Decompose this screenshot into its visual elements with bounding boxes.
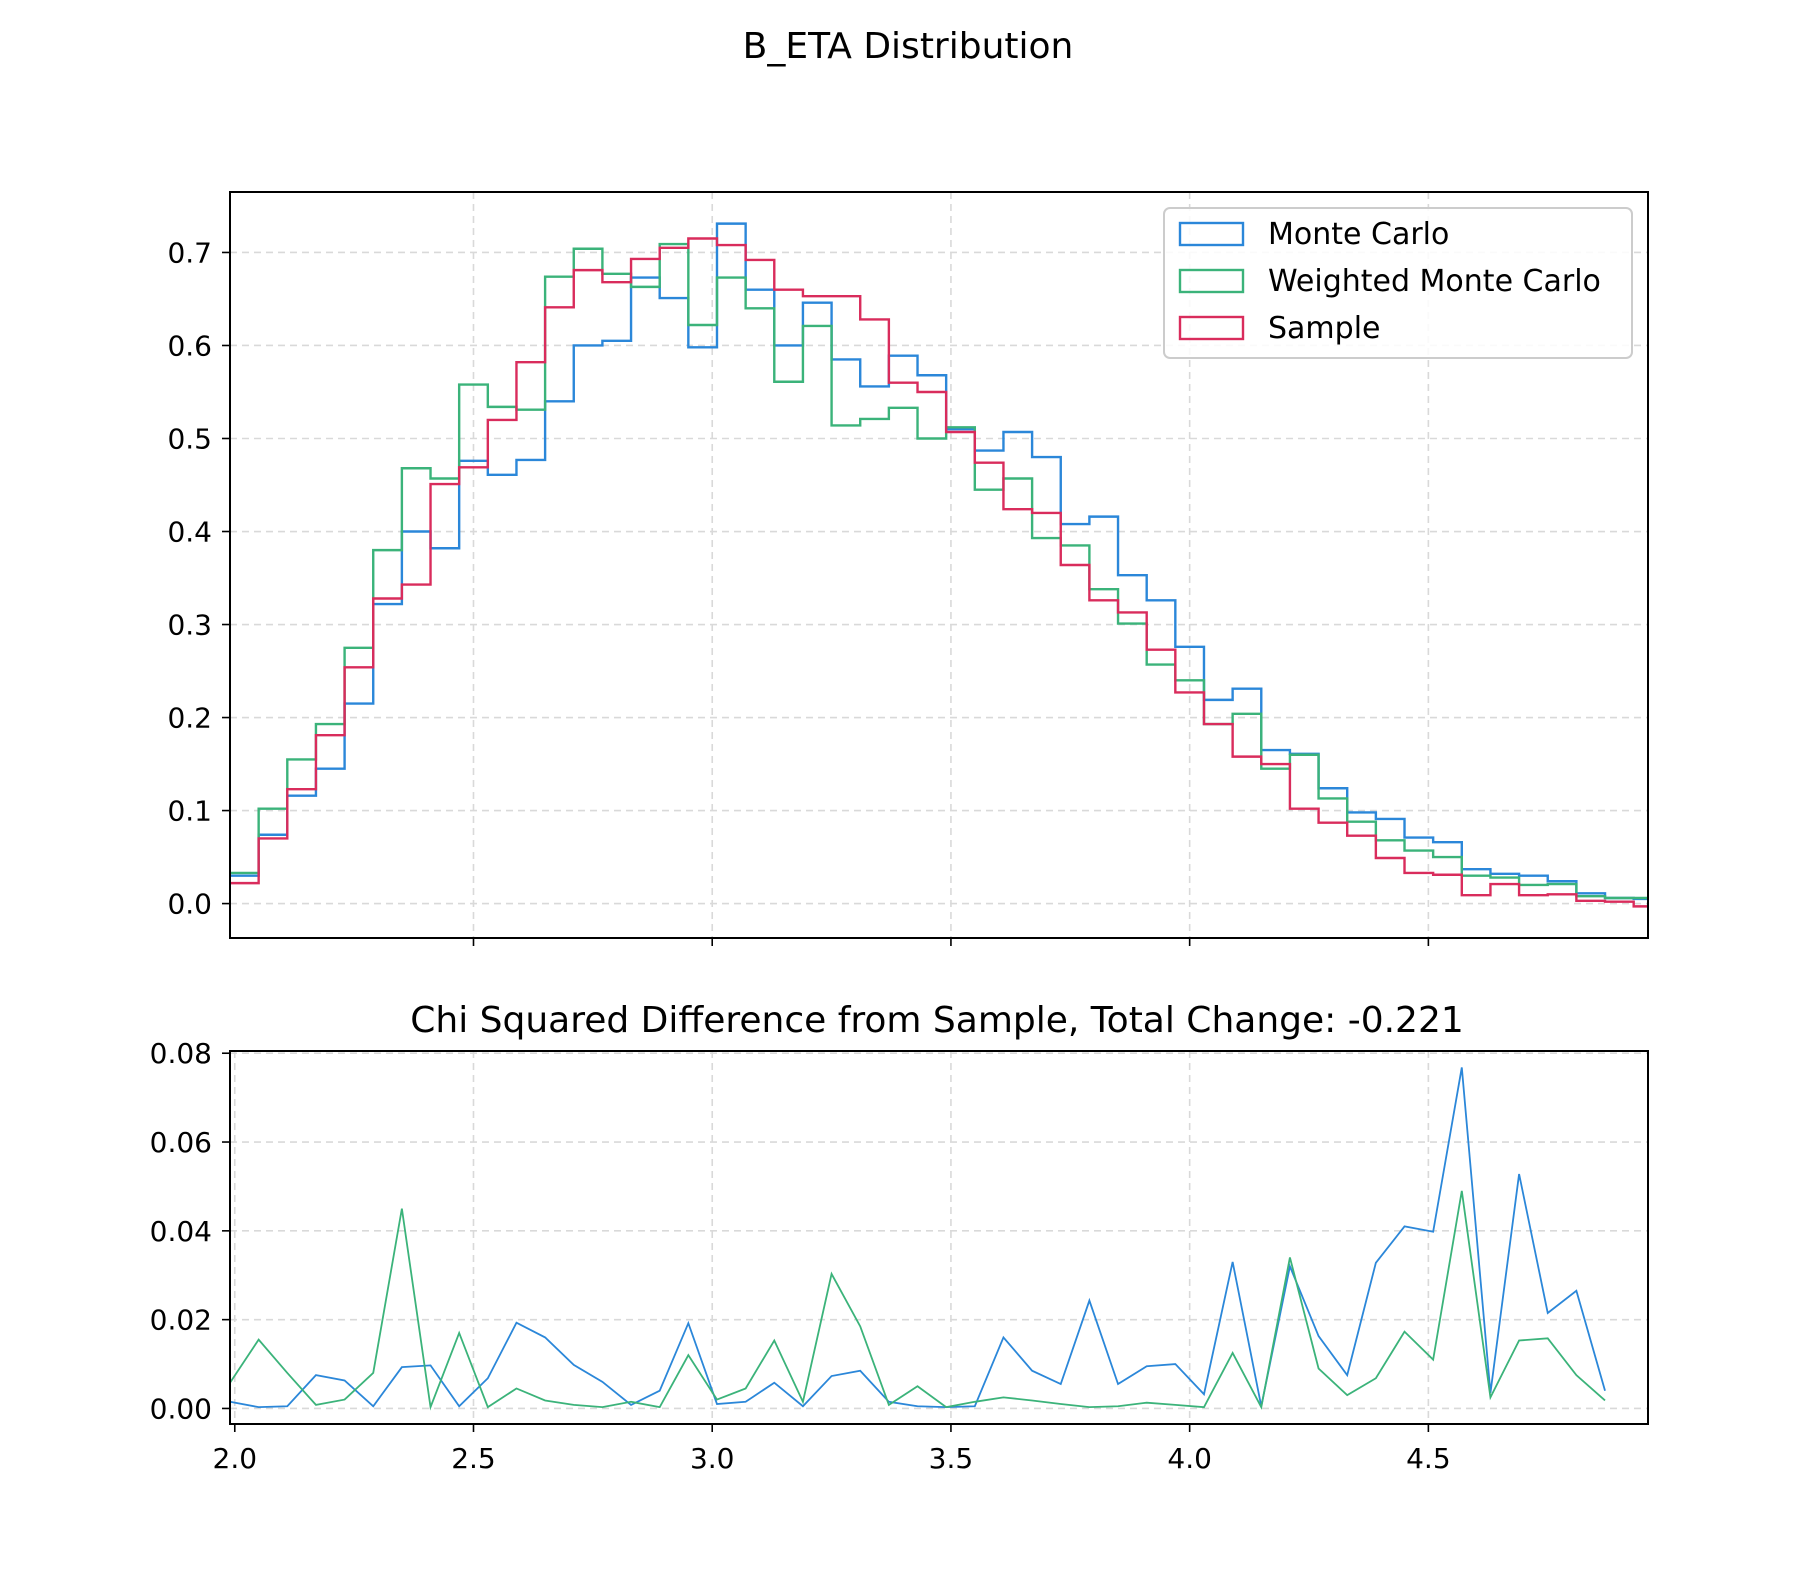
histogram-y-tick-label: 0.5	[167, 422, 212, 455]
legend-frame	[1163, 207, 1633, 359]
chi-squared-axes: Chi Squared Difference from Sample, Tota…	[150, 1000, 1649, 1475]
histogram-y-tick-label: 0.6	[167, 329, 212, 362]
chi-squared-series	[229, 1067, 1606, 1411]
legend-label: Sample	[1268, 311, 1381, 346]
legend-swatch	[1178, 221, 1245, 247]
histogram-frame	[229, 191, 1649, 939]
chi-squared-y-tick-label: 0.06	[150, 1126, 212, 1159]
chi-squared-y-tick-label: 0.02	[150, 1304, 212, 1337]
chi-squared-frame	[229, 1050, 1649, 1425]
histogram-y-tick-label: 0.7	[167, 236, 212, 269]
histogram-series-weighted-monte-carlo	[230, 242, 1648, 900]
legend-label: Monte Carlo	[1268, 217, 1449, 252]
legend: Monte Carlo Weighted Monte Carlo Sample	[1163, 207, 1633, 359]
chi-squared-series-monte-carlo	[229, 1067, 1606, 1409]
chi-squared-grid	[230, 1051, 1648, 1424]
legend-entries: Monte Carlo Weighted Monte Carlo Sample	[1178, 217, 1601, 346]
legend-label: Weighted Monte Carlo	[1268, 264, 1601, 299]
histogram-y-tick-label: 0.2	[167, 702, 212, 735]
figure-title: B_ETA Distribution	[743, 26, 1074, 67]
chi-squared-x-tick-label: 3.0	[690, 1442, 735, 1475]
legend-swatch	[1178, 315, 1245, 341]
legend-swatch	[1178, 268, 1245, 294]
histogram-axes: 0.0 0.1 0.2 0.3 0.4 0.5 0.6 0.7 Monte Carlo Weig…	[167, 191, 1649, 946]
histogram-y-tick-label: 0.0	[167, 888, 212, 921]
chi-squared-y-tick-label: 0.00	[150, 1392, 212, 1425]
chi-squared-y-tick-label: 0.08	[150, 1037, 212, 1070]
histogram-y-tick-label: 0.4	[167, 516, 212, 549]
chi-squared-ticks: 2.0 2.5 3.0 3.5 4.0 4.5 0.00 0.02 0.04 0.06 0.08	[150, 1037, 1451, 1475]
histogram-y-tick-label: 0.1	[167, 795, 212, 828]
chi-squared-title: Chi Squared Difference from Sample, Tota…	[410, 1000, 1464, 1041]
chi-squared-x-tick-label: 4.0	[1167, 1442, 1212, 1475]
chi-squared-x-tick-label: 2.0	[213, 1442, 258, 1475]
chi-squared-x-tick-label: 3.5	[929, 1442, 974, 1475]
chi-squared-y-tick-label: 0.04	[150, 1215, 212, 1248]
histogram-series-sample	[230, 237, 1648, 908]
chi-squared-x-tick-label: 4.5	[1406, 1442, 1451, 1475]
histogram-ticks: 0.0 0.1 0.2 0.3 0.4 0.5 0.6 0.7	[167, 236, 1430, 946]
chi-squared-x-tick-label: 2.5	[451, 1442, 496, 1475]
histogram-y-tick-label: 0.3	[167, 609, 212, 642]
histogram-series	[230, 222, 1648, 908]
chi-squared-series-weighted-monte-carlo	[229, 1190, 1606, 1411]
